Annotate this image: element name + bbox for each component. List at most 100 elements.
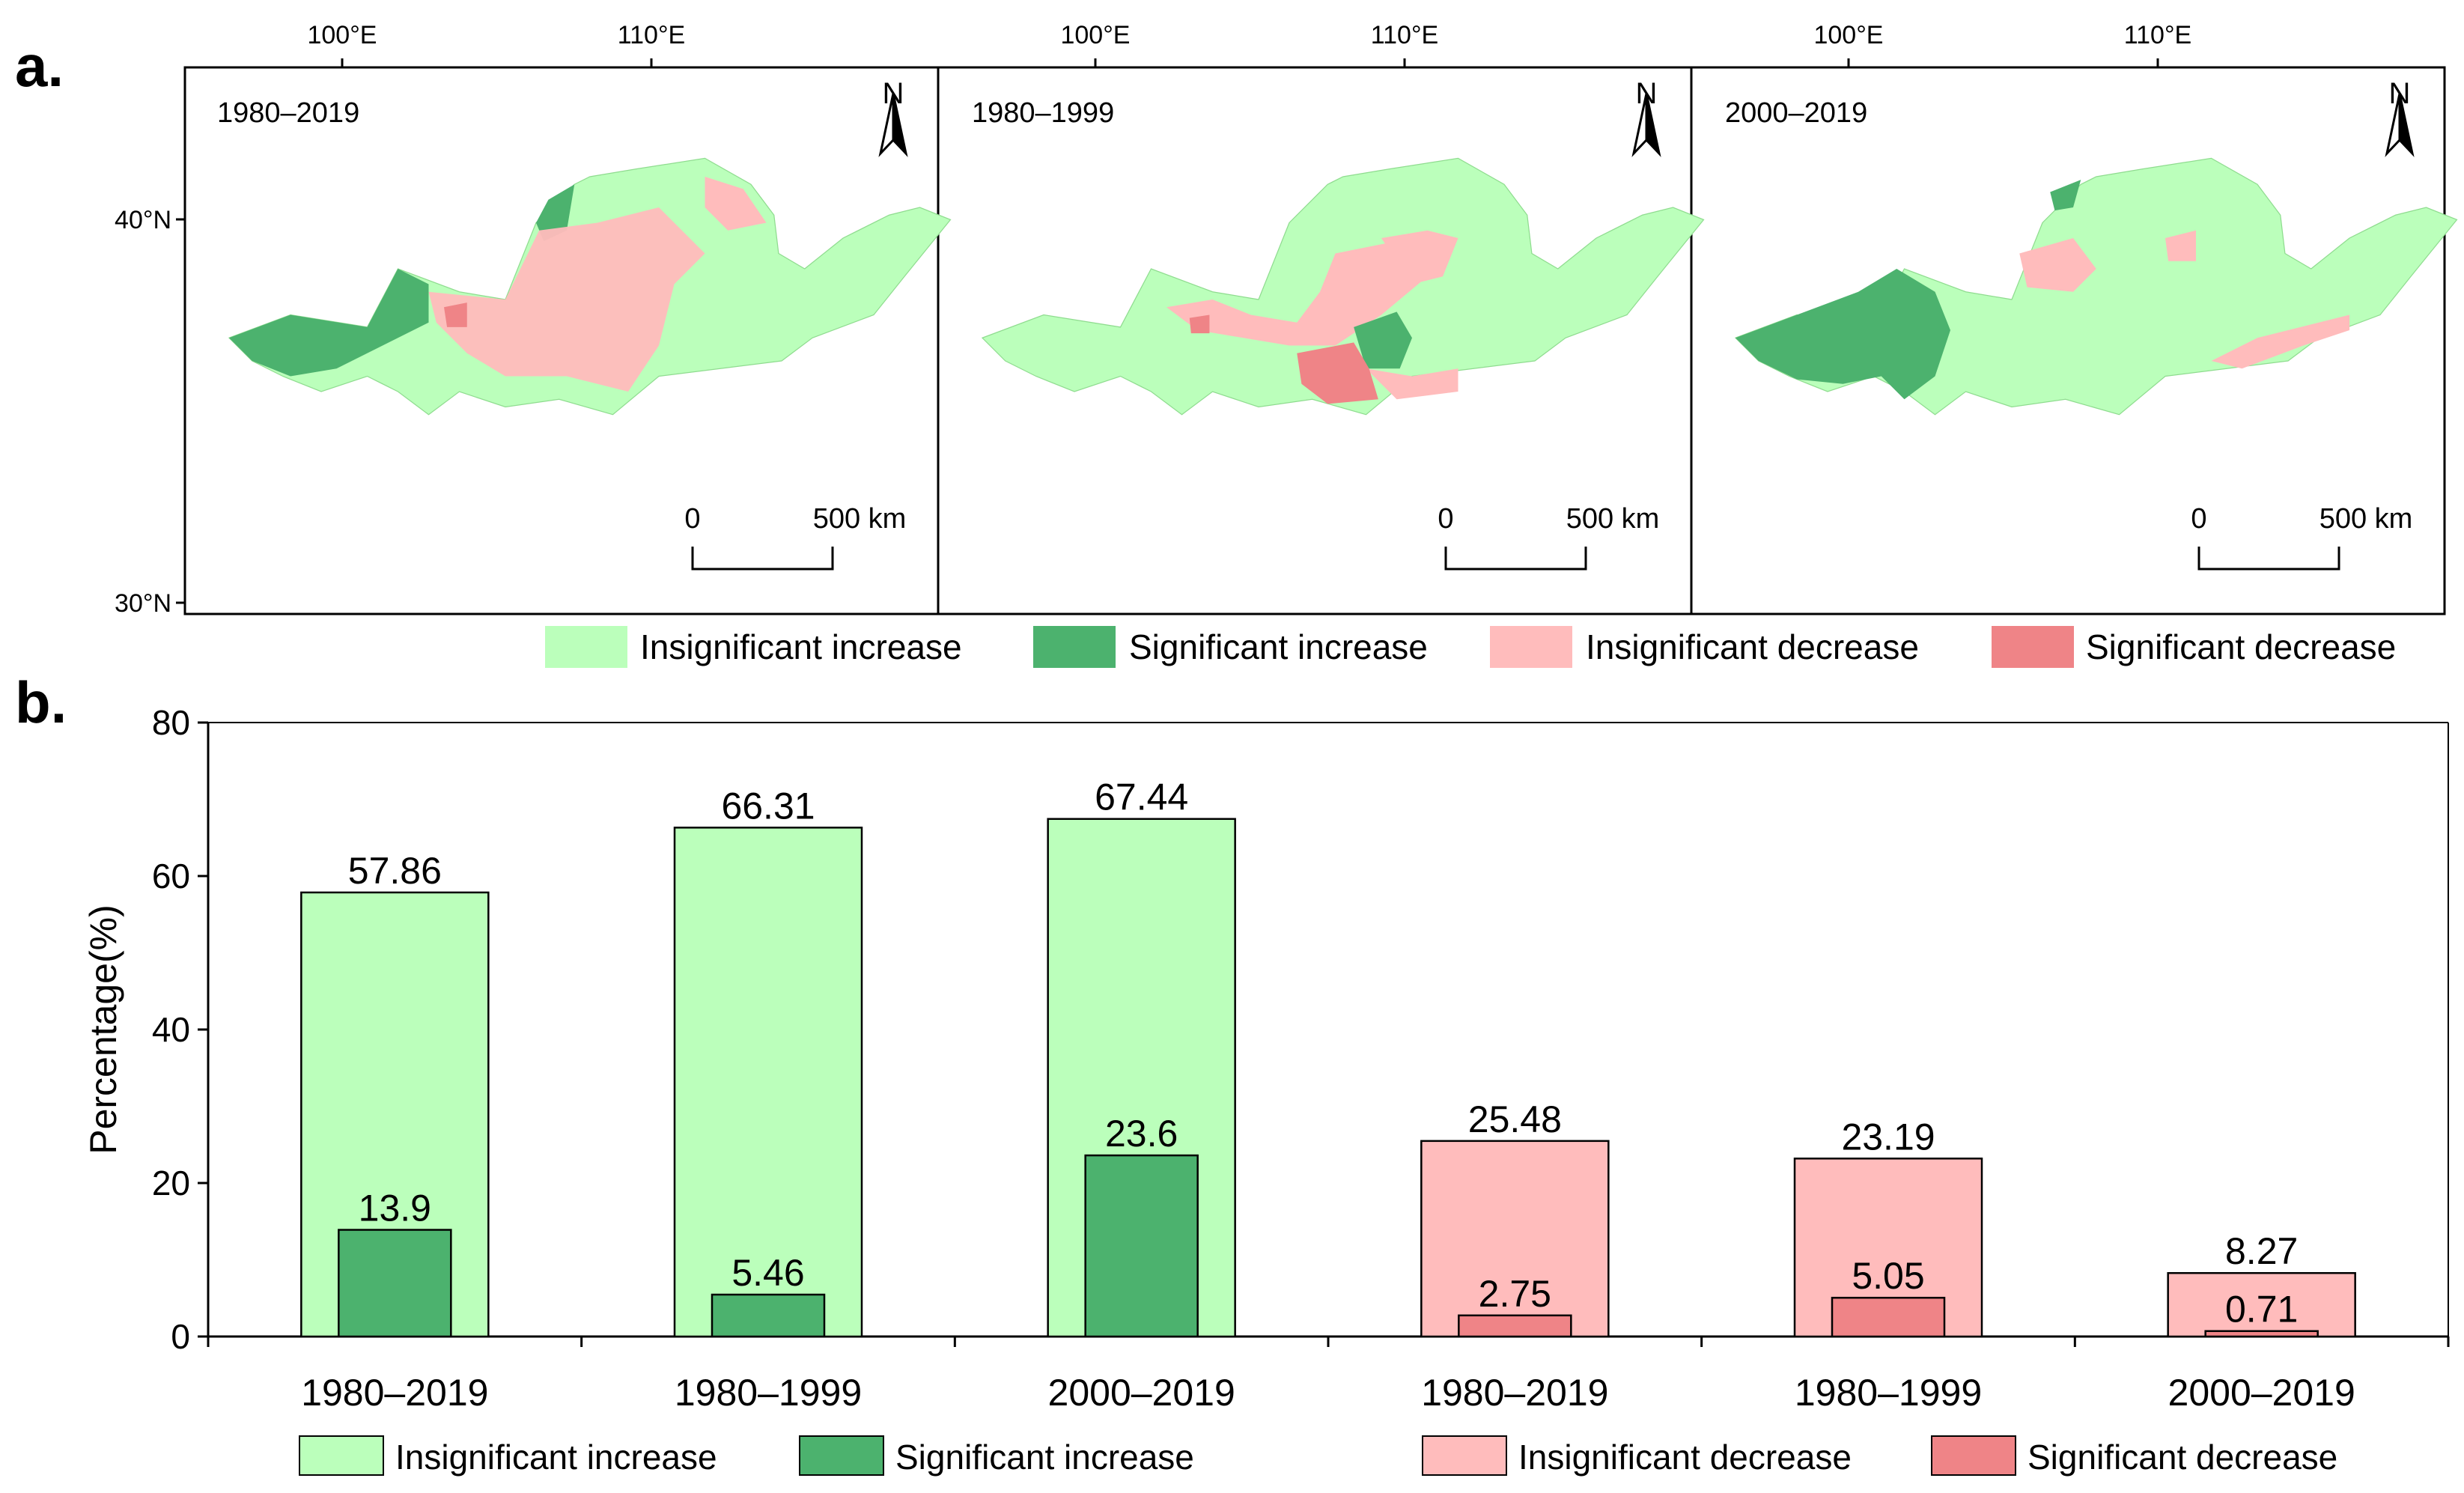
region-insig-decrease: [1381, 230, 1458, 285]
legend-label: Significant decrease: [2086, 627, 2396, 666]
lon-label: 110°E: [1371, 21, 1438, 49]
region-insig-decrease: [705, 177, 767, 231]
lat-ticks: [176, 218, 185, 604]
scale-end: 500 km: [1566, 503, 1660, 535]
x-category-label: 1980–2019: [301, 1372, 488, 1414]
lat-label: 40°N: [115, 206, 171, 234]
north-label: N: [883, 77, 904, 110]
region-insig-decrease: [1166, 238, 1428, 346]
x-ticks: 1980–2019 1980–1999 2000–2019 1980–2019 1980…: [207, 1337, 2450, 1414]
region-insig-decrease: [2165, 230, 2196, 261]
bar-insignificant-decrease: [2167, 1271, 2356, 1338]
map-1: 1980–2019 N 0 500 km: [217, 77, 952, 571]
scale-bar: [691, 547, 834, 571]
region-sig-decrease: [1297, 342, 1378, 404]
lon-ticks: [341, 58, 2159, 67]
legend-swatch: [1931, 1435, 2016, 1476]
legend-swatch: [545, 626, 627, 668]
lon-label: 100°E: [1813, 21, 1883, 49]
bar-significant-decrease: [1458, 1314, 1572, 1338]
region-sig-increase: [229, 269, 429, 377]
inner-value-label: 5.46: [731, 1252, 804, 1294]
legend-label: Insignificant decrease: [1518, 1438, 1852, 1477]
y-tick-label: 20: [152, 1164, 190, 1202]
north-arrow-icon: [1631, 93, 1661, 157]
north-arrow-icon: [2385, 93, 2415, 157]
north-label: N: [1636, 77, 1658, 110]
legend-swatch: [1033, 626, 1116, 668]
outer-value-label: 57.86: [348, 850, 442, 892]
map-period-label: 1980–2019: [217, 97, 359, 129]
lon-label: 110°E: [618, 21, 685, 49]
y-tick-label: 40: [152, 1010, 190, 1049]
lon-tick-labels: 100°E 110°E 100°E 110°E 100°E 110°E: [307, 21, 2191, 49]
legend-label: Insignificant increase: [640, 627, 962, 666]
bar-significant-increase: [1084, 1154, 1199, 1338]
map-frames: [183, 66, 2446, 615]
legend-label: Insignificant decrease: [1586, 627, 1919, 666]
legend-label: Significant decrease: [2028, 1438, 2337, 1477]
region-insig-decrease: [428, 207, 705, 392]
scale-end: 500 km: [2319, 503, 2413, 535]
x-category-label: 2000–2019: [1048, 1372, 1235, 1414]
inner-value-label: 23.6: [1105, 1113, 1178, 1155]
outer-value-label: 23.19: [1841, 1116, 1935, 1158]
scale-bar: [1444, 547, 1587, 571]
north-arrow-icon: [878, 93, 908, 157]
map-3: 2000–2019 N 0 500 km: [1725, 77, 2458, 571]
bars: 57.86 13.9 66.31 5.46 67.44 23.6 25.48 2.75 23.1…: [300, 776, 2356, 1338]
legend-swatch: [799, 1435, 884, 1476]
map-frame-3: [1690, 66, 2446, 615]
region-sig-increase: [2050, 180, 2081, 211]
region-sig-decrease: [444, 302, 467, 327]
inner-value-label: 5.05: [1852, 1255, 1924, 1297]
map-legend: Insignificant increase Significant incre…: [545, 626, 2396, 668]
y-tick-label: 60: [152, 857, 190, 896]
y-tick-label: 0: [171, 1317, 190, 1356]
bar-insignificant-decrease: [1420, 1140, 1610, 1338]
region-insig-decrease: [2211, 314, 2349, 369]
legend-swatch: [1490, 626, 1572, 668]
outer-value-label: 8.27: [2225, 1230, 2298, 1272]
y-tick-label: 80: [152, 703, 190, 742]
outer-value-label: 67.44: [1095, 776, 1188, 818]
scale-end: 500 km: [813, 503, 907, 535]
legend-swatch: [299, 1435, 384, 1476]
map-period-label: 1980–1999: [972, 97, 1114, 129]
y-axis-title: Percentage(%): [82, 904, 124, 1155]
x-category-label: 1980–1999: [675, 1372, 862, 1414]
scale-bar: [2197, 547, 2340, 571]
legend-swatch: [1992, 626, 2074, 668]
region-sig-increase: [1354, 311, 1412, 369]
lon-label: 110°E: [2124, 21, 2191, 49]
panel-b-label: b.: [15, 669, 67, 735]
x-category-label: 1980–1999: [1795, 1372, 1982, 1414]
legend-swatch: [1422, 1435, 1507, 1476]
region-insig-decrease: [2019, 238, 2096, 292]
outer-value-label: 25.48: [1468, 1098, 1562, 1140]
outer-value-label: 66.31: [721, 785, 815, 827]
scale-zero: 0: [684, 503, 700, 535]
panel-a-label: a.: [15, 33, 64, 99]
x-category-label: 1980–2019: [1421, 1372, 1608, 1414]
map-2: 1980–1999 N 0 500 km: [972, 77, 1705, 571]
north-label: N: [2389, 77, 2411, 110]
region-insig-decrease: [1366, 368, 1458, 400]
lon-label: 100°E: [1060, 21, 1130, 49]
bar-significant-decrease: [2204, 1330, 2319, 1338]
legend-label: Significant increase: [1129, 627, 1428, 666]
region-sig-increase: [1736, 269, 1950, 400]
lat-label: 30°N: [115, 589, 171, 618]
legend-label: Insignificant increase: [395, 1438, 717, 1477]
map-period-label: 2000–2019: [1725, 97, 1867, 129]
scale-zero: 0: [1438, 503, 1453, 535]
scale-zero: 0: [2191, 503, 2206, 535]
inner-value-label: 0.71: [2225, 1289, 2298, 1331]
y-ticks: 0 20 40 60 80: [152, 703, 208, 1356]
inner-value-label: 13.9: [359, 1188, 431, 1229]
bar-significant-increase: [711, 1293, 826, 1338]
x-category-label: 2000–2019: [2168, 1372, 2355, 1414]
bar-significant-increase: [338, 1229, 452, 1338]
bar-significant-decrease: [1831, 1296, 1946, 1338]
